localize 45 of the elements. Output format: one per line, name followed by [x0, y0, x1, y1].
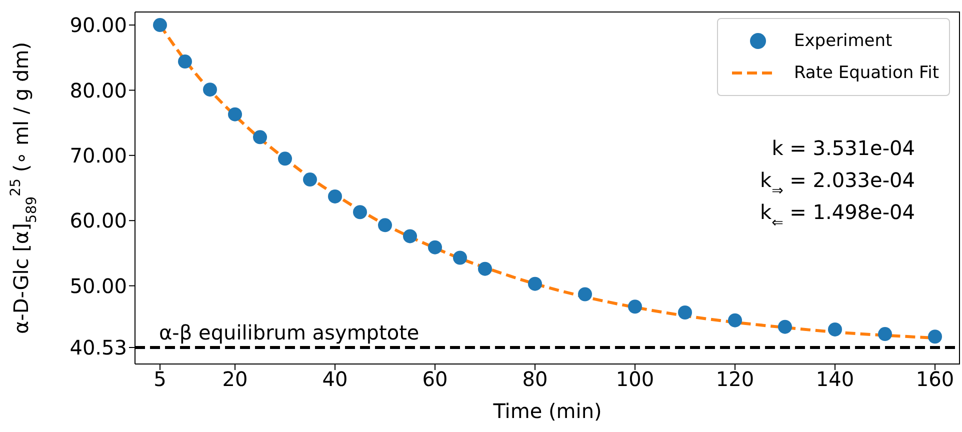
y-tick-label: 50.00 [70, 274, 127, 298]
point [678, 306, 692, 320]
x-tick-label: 100 [616, 367, 654, 392]
point [203, 82, 217, 97]
ref-line-label: α-β equilibrum asymptote [159, 320, 420, 345]
point [528, 276, 542, 291]
point [728, 313, 742, 328]
point [278, 152, 292, 166]
x-axis-title: Time (min) [492, 399, 602, 423]
y-tick-label: 60.00 [70, 208, 127, 233]
point [428, 240, 442, 254]
x-tick-label: 80 [522, 367, 548, 392]
point [928, 330, 942, 344]
point [328, 189, 342, 204]
point [403, 229, 417, 244]
x-tick-label: 20 [222, 367, 248, 392]
point [228, 107, 242, 122]
y-tick-label: 80.00 [70, 78, 127, 102]
point [178, 54, 192, 69]
annotation: k$_{⇒}$ = 2.033e-04 [760, 168, 915, 199]
x-tick-label: 120 [716, 367, 754, 392]
point [353, 205, 367, 220]
x-tick-label: 140 [816, 367, 854, 392]
point [878, 327, 892, 342]
point [828, 322, 842, 336]
x-tick-label: 160 [916, 367, 954, 392]
x-tick-label: 5 [154, 367, 166, 392]
point [778, 320, 792, 334]
x-tick-label: 40 [322, 367, 348, 392]
point [453, 250, 467, 265]
point [478, 262, 492, 276]
point [303, 172, 317, 187]
annotation: k = 3.531e-04 [772, 136, 915, 160]
legend-label: Experiment [794, 31, 892, 51]
point [628, 300, 642, 314]
point [578, 287, 592, 302]
point [253, 130, 267, 144]
y-tick-label: 40.53 [70, 336, 127, 360]
point [378, 218, 392, 232]
x-tick-label: 60 [422, 367, 448, 392]
legend-label: Rate Equation Fit [794, 63, 939, 83]
y-tick-label: 70.00 [70, 144, 127, 168]
y-tick-label: 90.00 [70, 13, 127, 38]
annotation: k$_{⇐}$ = 1.498e-04 [760, 200, 915, 231]
point [153, 18, 167, 32]
